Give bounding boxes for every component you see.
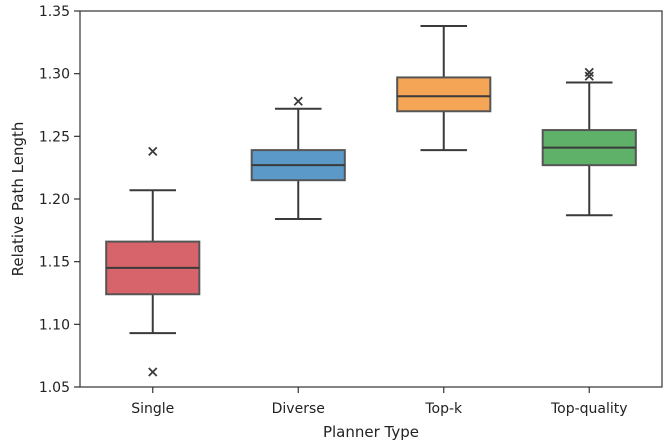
y-tick-label: 1.20 — [39, 192, 70, 208]
box-iqr — [396, 76, 492, 113]
y-tick-label: 1.10 — [39, 317, 70, 333]
box-top-k — [396, 25, 492, 152]
outlier-marker — [148, 367, 158, 377]
box-diverse — [250, 96, 346, 221]
y-tick-label: 1.25 — [39, 129, 70, 145]
y-axis: 1.05 1.10 1.15 1.20 1.25 1.30 1.35 — [39, 4, 80, 396]
x-tick-label: Top-k — [424, 401, 463, 417]
x-axis: Single Diverse Top-k Top-quality — [131, 387, 628, 417]
outlier-marker — [148, 146, 158, 157]
x-tick-label: Top-quality — [550, 401, 628, 417]
box-single — [105, 146, 201, 377]
x-axis-label: Planner Type — [323, 423, 419, 441]
y-tick-label: 1.05 — [39, 380, 70, 396]
y-tick-label: 1.15 — [39, 255, 70, 271]
boxes-layer — [105, 25, 637, 377]
outlier-marker — [584, 67, 594, 78]
box-top-quality — [541, 67, 637, 217]
outlier-marker — [293, 96, 303, 106]
y-axis-label: Relative Path Length — [9, 122, 27, 277]
outlier-marker — [584, 71, 594, 81]
y-tick-label: 1.30 — [39, 67, 70, 83]
x-tick-label: Diverse — [272, 401, 325, 417]
plot-frame — [79, 10, 663, 388]
y-tick-label: 1.35 — [39, 4, 70, 20]
x-tick-label: Single — [131, 401, 174, 417]
